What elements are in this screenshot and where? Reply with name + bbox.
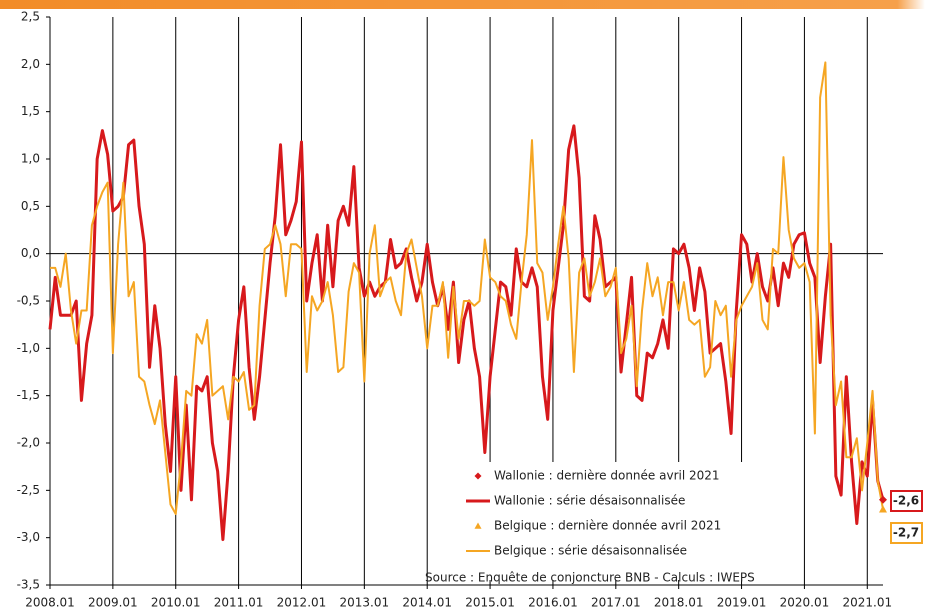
value-label: -2,7 xyxy=(893,526,919,540)
x-tick-label: 2014.01 xyxy=(402,596,452,610)
legend-marker xyxy=(474,522,482,529)
x-tick-label: 2011.01 xyxy=(214,596,264,610)
top-band xyxy=(0,0,925,9)
y-tick-label: -1,5 xyxy=(17,388,40,402)
series-line xyxy=(50,61,884,515)
value-label-box xyxy=(890,490,923,512)
legend-marker xyxy=(474,472,482,480)
y-tick-label: 1,5 xyxy=(21,104,40,118)
x-tick-label: 2009.01 xyxy=(88,596,138,610)
x-tick-label: 2020.01 xyxy=(780,596,830,610)
legend-label: Belgique : dernière donnée avril 2021 xyxy=(494,519,721,533)
x-tick-label: 2017.01 xyxy=(591,596,641,610)
y-tick-label: 1,0 xyxy=(21,152,40,166)
y-tick-label: 0,0 xyxy=(21,246,40,260)
value-label: -2,6 xyxy=(893,494,919,508)
legend: Wallonie : dernière donnée avril 2021 Wal… xyxy=(466,469,721,558)
x-tick-label: 2018.01 xyxy=(654,596,704,610)
x-tick-label: 2008.01 xyxy=(25,596,75,610)
y-tick-label: 0,5 xyxy=(21,199,40,213)
x-tick-label: 2021.01 xyxy=(842,596,892,610)
y-tick-label: 2,5 xyxy=(21,10,40,24)
x-tick-label: 2016.01 xyxy=(528,596,578,610)
legend-label: Belgique : série désaisonnalisée xyxy=(494,544,687,558)
legend-label: Wallonie : série désaisonnalisée xyxy=(494,494,685,508)
y-tick-label: 2,0 xyxy=(21,57,40,71)
x-tick-label: 2019.01 xyxy=(717,596,767,610)
value-label-box xyxy=(890,522,923,544)
y-tick-label: -2,0 xyxy=(17,436,40,450)
y-tick-label: -3,5 xyxy=(17,578,40,592)
y-tick-label: -1,0 xyxy=(17,341,40,355)
y-tick-label: -3,0 xyxy=(17,530,40,544)
plot-area: -3,5 -3,0 -2,5 -2,0 -1,5 -1,0 -0,5 0,0 0,5 1,0 1,5… xyxy=(17,10,923,610)
x-tick-label: 2013.01 xyxy=(340,596,390,610)
series-line xyxy=(48,124,885,542)
y-tick-label: -2,5 xyxy=(17,483,40,497)
y-tick-label: -0,5 xyxy=(17,294,40,308)
point-marker xyxy=(879,495,887,504)
legend-label: Wallonie : dernière donnée avril 2021 xyxy=(494,469,720,483)
legend-box xyxy=(470,462,770,580)
x-tick-label: 2010.01 xyxy=(151,596,201,610)
x-tick-label: 2012.01 xyxy=(277,596,327,610)
x-tick-label: 2015.01 xyxy=(465,596,515,610)
point-marker xyxy=(879,505,887,513)
source-note: Source : Enquête de conjoncture BNB - Ca… xyxy=(425,571,755,585)
